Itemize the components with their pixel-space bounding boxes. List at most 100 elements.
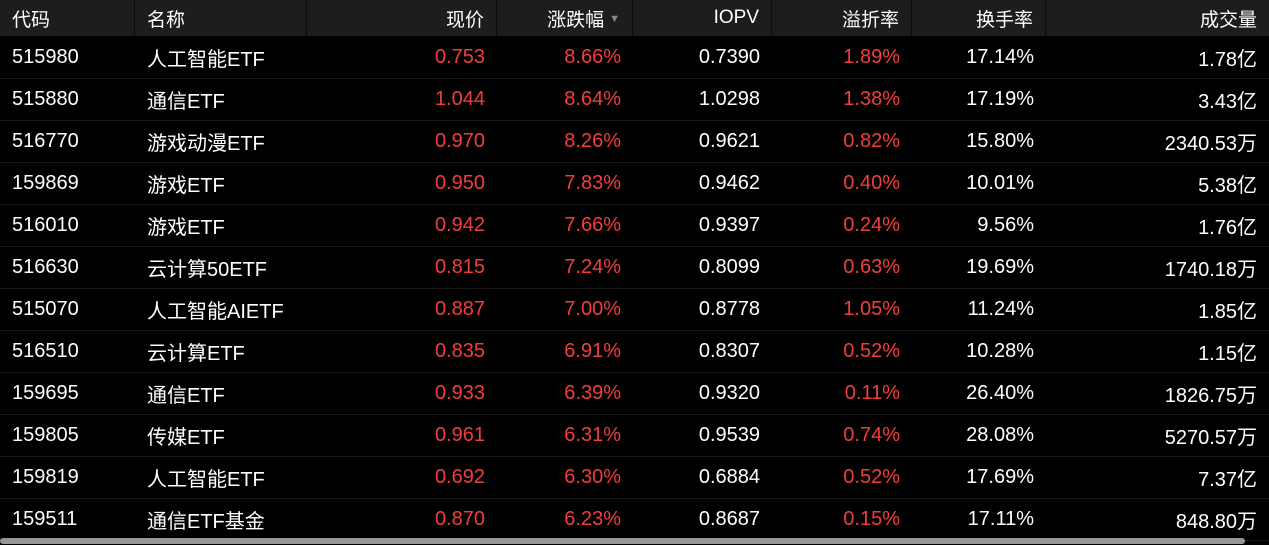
- cell-change: 8.26%: [564, 130, 621, 152]
- cell-volume: 1.85亿: [1198, 301, 1257, 323]
- cell-code: 516510: [12, 340, 79, 362]
- cell-premium: 1.38%: [843, 88, 900, 110]
- cell-change: 7.24%: [564, 256, 621, 278]
- cell-name: 游戏ETF: [147, 175, 225, 197]
- cell-turnover: 15.80%: [966, 130, 1034, 152]
- cell-premium: 0.15%: [843, 508, 900, 530]
- sort-descending-icon: ▼: [609, 13, 620, 25]
- column-header-change[interactable]: 涨跌幅 ▼: [497, 0, 633, 36]
- column-header-volume[interactable]: 成交量: [1046, 0, 1269, 36]
- cell-code: 159805: [12, 424, 79, 446]
- cell-turnover: 17.11%: [967, 508, 1034, 530]
- cell-code: 515070: [12, 298, 79, 320]
- cell-turnover: 26.40%: [966, 382, 1034, 404]
- cell-premium: 1.05%: [843, 298, 900, 320]
- cell-premium: 1.89%: [843, 46, 900, 68]
- cell-iopv: 1.0298: [698, 88, 760, 110]
- cell-volume: 1.15亿: [1198, 343, 1257, 365]
- column-header-turnover[interactable]: 换手率: [912, 0, 1046, 36]
- cell-name: 通信ETF: [147, 91, 225, 113]
- cell-name: 通信ETF基金: [147, 511, 265, 533]
- table-row[interactable]: 159695 通信ETF 0.933 6.39% 0.9320 0.11% 26.40% 18…: [0, 373, 1269, 415]
- cell-code: 516630: [12, 256, 79, 278]
- table-row[interactable]: 515880 通信ETF 1.044 8.64% 1.0298 1.38% 17.19% 3.…: [0, 79, 1269, 121]
- cell-premium: 0.63%: [843, 256, 900, 278]
- cell-price: 0.815: [434, 256, 485, 278]
- column-header-iopv[interactable]: IOPV: [633, 0, 772, 36]
- table-row[interactable]: 516630 云计算50ETF 0.815 7.24% 0.8099 0.63% 19.69…: [0, 247, 1269, 289]
- cell-price: 0.870: [434, 508, 485, 530]
- cell-change: 7.83%: [564, 172, 621, 194]
- cell-turnover: 19.69%: [966, 256, 1034, 278]
- cell-turnover: 28.08%: [966, 424, 1034, 446]
- column-header-name[interactable]: 名称: [135, 0, 307, 36]
- cell-change: 6.30%: [564, 466, 621, 488]
- column-header-label: IOPV: [713, 7, 759, 28]
- cell-change: 8.66%: [564, 46, 621, 68]
- cell-name: 游戏ETF: [147, 217, 225, 239]
- cell-turnover: 17.19%: [966, 88, 1034, 110]
- column-header-label: 代码: [12, 9, 51, 31]
- cell-iopv: 0.8307: [698, 340, 760, 362]
- cell-volume: 1826.75万: [1164, 385, 1257, 407]
- cell-code: 516770: [12, 130, 79, 152]
- cell-name: 人工智能AIETF: [147, 301, 284, 323]
- column-header-label: 涨跌幅: [547, 9, 605, 31]
- cell-name: 云计算50ETF: [147, 259, 268, 281]
- cell-change: 6.39%: [564, 382, 621, 404]
- column-header-premium[interactable]: 溢折率: [772, 0, 912, 36]
- cell-change: 6.91%: [564, 340, 621, 362]
- column-header-price[interactable]: 现价: [307, 0, 497, 36]
- cell-iopv: 0.9320: [698, 382, 760, 404]
- cell-volume: 1740.18万: [1164, 259, 1257, 281]
- cell-code: 159869: [12, 172, 79, 194]
- horizontal-scrollbar[interactable]: [0, 537, 1269, 544]
- cell-name: 游戏动漫ETF: [147, 133, 265, 155]
- table-row[interactable]: 516510 云计算ETF 0.835 6.91% 0.8307 0.52% 10.28% 1…: [0, 331, 1269, 373]
- table-row[interactable]: 515070 人工智能AIETF 0.887 7.00% 0.8778 1.05% 11.2…: [0, 289, 1269, 331]
- cell-turnover: 9.56%: [977, 214, 1034, 236]
- column-header-label: 溢折率: [841, 9, 899, 31]
- cell-price: 0.970: [434, 130, 485, 152]
- table-row[interactable]: 515980 人工智能ETF 0.753 8.66% 0.7390 1.89% 17.14%…: [0, 37, 1269, 79]
- cell-iopv: 0.8687: [698, 508, 760, 530]
- table-row[interactable]: 516770 游戏动漫ETF 0.970 8.26% 0.9621 0.82% 15.80%…: [0, 121, 1269, 163]
- table-row[interactable]: 516010 游戏ETF 0.942 7.66% 0.9397 0.24% 9.56% 1.7…: [0, 205, 1269, 247]
- cell-iopv: 0.9462: [698, 172, 760, 194]
- column-header-label: 换手率: [975, 9, 1033, 31]
- cell-iopv: 0.8778: [698, 298, 760, 320]
- cell-volume: 1.76亿: [1198, 217, 1257, 239]
- cell-iopv: 0.9621: [698, 130, 760, 152]
- cell-change: 8.64%: [564, 88, 621, 110]
- cell-name: 人工智能ETF: [147, 469, 265, 491]
- cell-change: 7.66%: [564, 214, 621, 236]
- cell-volume: 848.80万: [1175, 511, 1257, 533]
- cell-code: 159511: [12, 508, 78, 530]
- cell-code: 159819: [12, 466, 79, 488]
- table-row[interactable]: 159511 通信ETF基金 0.870 6.23% 0.8687 0.15% 17.11%…: [0, 499, 1269, 541]
- cell-name: 传媒ETF: [147, 427, 225, 449]
- column-header-label: 名称: [147, 9, 186, 31]
- cell-volume: 3.43亿: [1198, 91, 1257, 113]
- cell-premium: 0.82%: [843, 130, 900, 152]
- cell-premium: 0.52%: [843, 340, 900, 362]
- table-body: 515980 人工智能ETF 0.753 8.66% 0.7390 1.89% 17.14%…: [0, 37, 1269, 541]
- scrollbar-thumb[interactable]: [0, 538, 1245, 544]
- cell-name: 人工智能ETF: [147, 49, 265, 71]
- table-row[interactable]: 159805 传媒ETF 0.961 6.31% 0.9539 0.74% 28.08% 52…: [0, 415, 1269, 457]
- column-header-label: 现价: [445, 9, 484, 31]
- cell-price: 0.835: [434, 340, 485, 362]
- cell-volume: 2340.53万: [1164, 133, 1257, 155]
- cell-price: 0.942: [434, 214, 485, 236]
- cell-volume: 5270.57万: [1164, 427, 1257, 449]
- table-row[interactable]: 159869 游戏ETF 0.950 7.83% 0.9462 0.40% 10.01% 5.…: [0, 163, 1269, 205]
- table-row[interactable]: 159819 人工智能ETF 0.692 6.30% 0.6884 0.52% 17.69%…: [0, 457, 1269, 499]
- cell-iopv: 0.8099: [698, 256, 760, 278]
- cell-price: 0.692: [434, 466, 485, 488]
- cell-code: 159695: [12, 382, 79, 404]
- cell-iopv: 0.6884: [698, 466, 760, 488]
- cell-change: 7.00%: [564, 298, 621, 320]
- cell-price: 0.961: [434, 424, 485, 446]
- column-header-code[interactable]: 代码: [0, 0, 135, 36]
